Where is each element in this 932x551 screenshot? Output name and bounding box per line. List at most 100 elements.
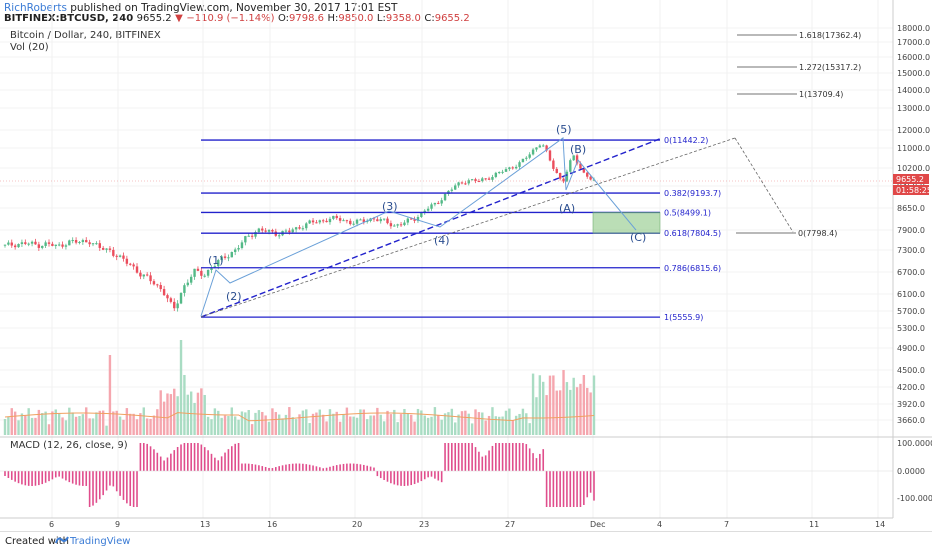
macd-bar [146, 443, 148, 471]
candle-body [7, 242, 10, 245]
volume-bar [81, 414, 85, 435]
candle-body [132, 264, 135, 267]
macd-bar [227, 449, 230, 471]
macd-bar [562, 471, 565, 507]
price-chart[interactable]: 0(11442.2) 0.382(9193.7) 0.5(8499.1) 0.618(… [0, 0, 932, 531]
author-link[interactable]: RichRoberts [4, 2, 67, 14]
macd-bar [484, 455, 487, 471]
volume-bar [355, 417, 359, 435]
macd-bar [295, 463, 297, 471]
macd-bar [569, 471, 572, 507]
projection-line-down [734, 137, 794, 233]
volume-bar [95, 412, 98, 435]
volume-bar [491, 407, 494, 435]
candle-body [152, 281, 156, 285]
candle-body [399, 224, 403, 226]
macd-bar [44, 471, 47, 483]
volume-bar [430, 416, 433, 435]
candle-body [145, 274, 149, 276]
volume-bar [267, 421, 271, 435]
high-label: H: [327, 13, 339, 24]
price-tick-label: 3660.0 [897, 416, 925, 425]
volume-bar [508, 408, 511, 435]
volume-bar [514, 415, 518, 435]
volume-bar [413, 421, 416, 435]
candle-body [508, 167, 511, 170]
candle-body [443, 193, 447, 201]
volume-bar [108, 355, 112, 435]
macd-bar [71, 471, 74, 484]
volume-bar [592, 375, 596, 435]
macd-bar [153, 449, 155, 471]
macd-bar [129, 471, 132, 506]
macd-bar [572, 471, 575, 507]
volume-bar [183, 375, 186, 435]
macd-bar [461, 443, 463, 471]
candle-body [416, 217, 420, 221]
price-change: −110.9 (−1.14%) [186, 13, 275, 24]
candle-body [277, 235, 281, 237]
volume-bar [504, 410, 508, 435]
volume-bar [288, 407, 291, 435]
macd-bar [478, 451, 480, 471]
volume-bar [352, 416, 355, 435]
volume-bar [61, 417, 64, 435]
macd-bar [417, 471, 419, 483]
macd-bar [315, 466, 318, 471]
candle-body [3, 244, 7, 246]
price-tick-label: 8650.0 [897, 204, 925, 213]
volume-bar [294, 419, 298, 435]
candle-body [420, 212, 423, 218]
candle-body [20, 242, 24, 245]
wave-label: (4) [434, 234, 450, 247]
candle-body [366, 221, 369, 223]
volume-bar [484, 420, 487, 435]
macd-bar [217, 460, 220, 471]
candle-body [362, 219, 366, 222]
volume-bar [78, 416, 81, 435]
macd-bar [82, 471, 84, 486]
volume-bars [3, 340, 596, 435]
macd-bar [373, 467, 375, 471]
macd-bar [176, 447, 179, 471]
macd-bar [359, 464, 362, 471]
macd-bar [220, 456, 223, 471]
publish-header: RichRoberts published on TradingView.com… [4, 2, 397, 14]
time-tick-label: 27 [505, 520, 515, 529]
macd-bar [193, 443, 196, 471]
candle-body [257, 228, 261, 233]
time-tick-label: 13 [200, 520, 210, 529]
price-tick-label: 10200.0 [897, 164, 930, 173]
candle-body [237, 247, 240, 250]
volume-bar [169, 394, 173, 435]
last-price: 9655.2 [136, 13, 172, 24]
axes: 18000.0 17000.0 16000.0 15000.0 14000.0 13000… [0, 0, 932, 529]
macd-bar [552, 471, 555, 507]
candle-body [582, 168, 586, 173]
volume-bar [54, 409, 57, 435]
volume-bar [535, 397, 538, 435]
volume-bar [362, 409, 366, 435]
macd-bar [68, 471, 71, 483]
volume-legend[interactable]: Vol (20) [10, 42, 49, 53]
macd-legend[interactable]: MACD (12, 26, close, 9) [10, 440, 128, 451]
tradingview-link[interactable]: TradingView [70, 536, 131, 547]
candle-body [71, 240, 74, 242]
volume-bar [173, 388, 176, 435]
candle-body [288, 230, 291, 233]
volume-bar [589, 392, 592, 435]
macd-bar [10, 471, 13, 480]
macd-bar [237, 443, 240, 471]
macd-bar [126, 471, 128, 504]
macd-bar [247, 463, 250, 471]
volume-bar [240, 411, 244, 435]
volume-bar [57, 413, 61, 435]
macd-bar [423, 471, 426, 480]
candle-body [332, 215, 335, 219]
candle-body [410, 218, 413, 220]
main-series-legend[interactable]: Bitcoin / Dollar, 240, BITFINEX [10, 30, 161, 41]
candle-body [129, 263, 132, 265]
macd-bar [142, 443, 145, 471]
candle-body [521, 158, 525, 163]
candle-body [223, 256, 227, 258]
